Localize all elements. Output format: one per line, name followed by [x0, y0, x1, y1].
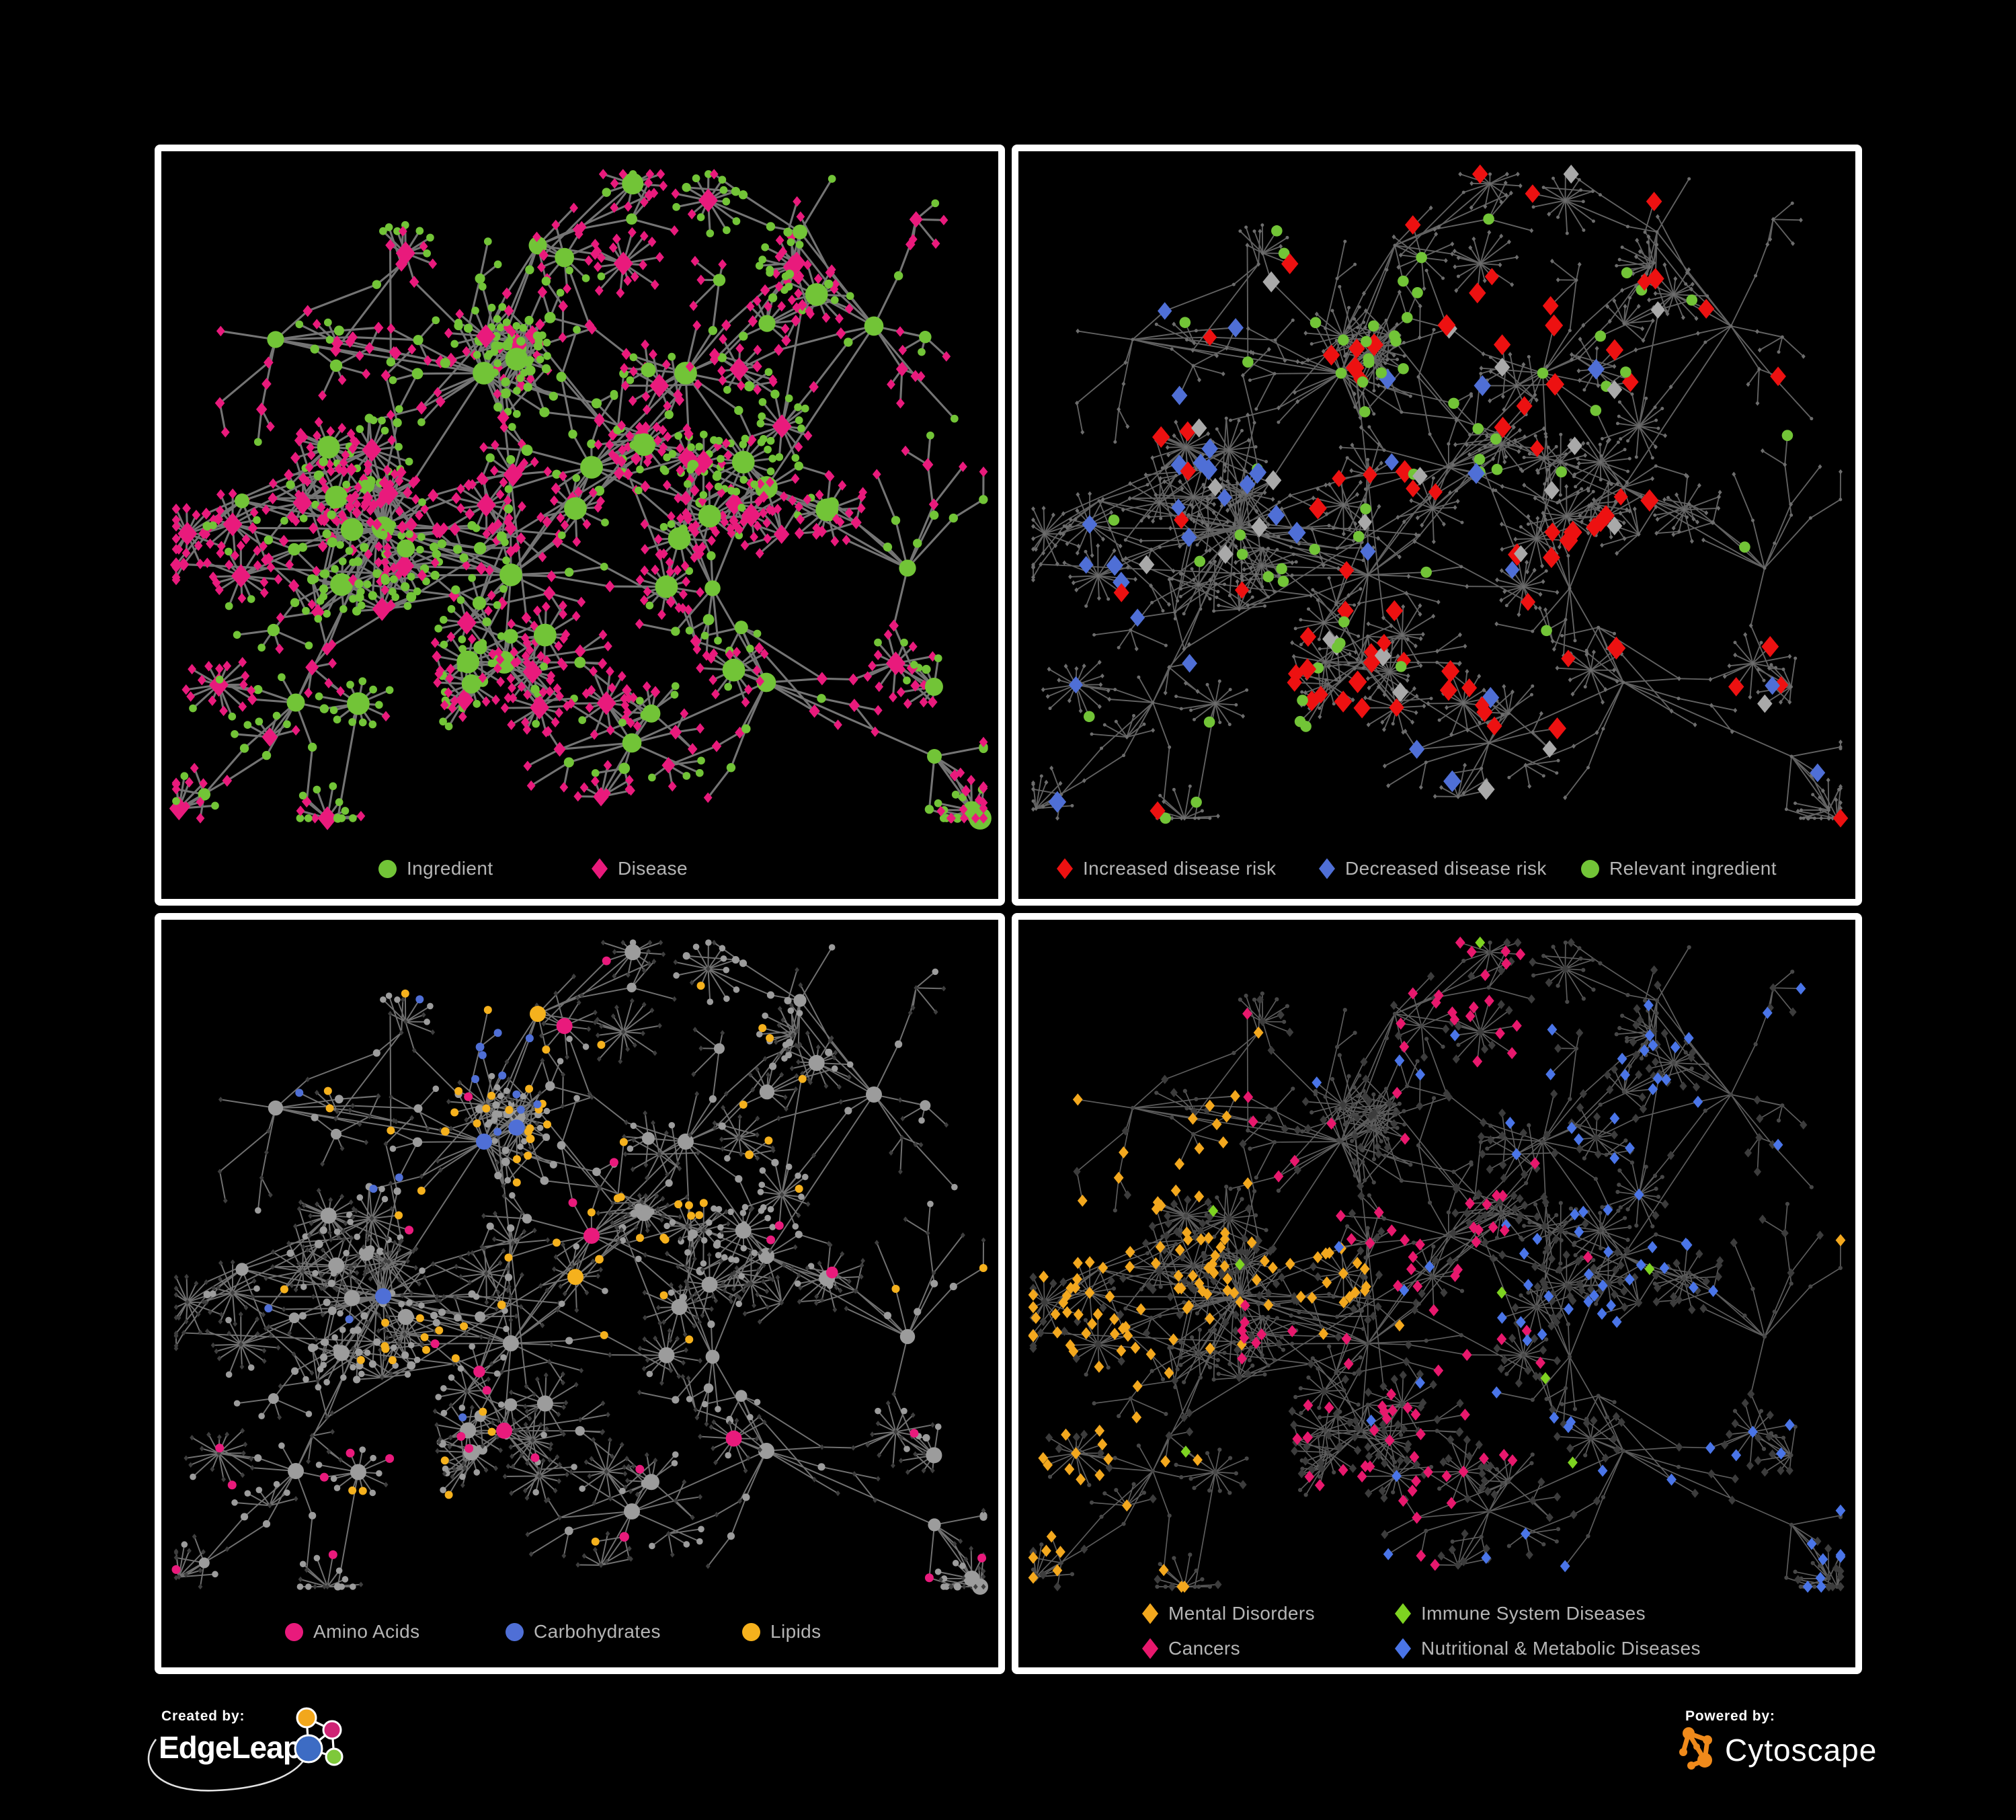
cytoscape-wordmark: Cytoscape — [1725, 1733, 1878, 1768]
network-graph-ingredient-classes — [171, 939, 988, 1595]
powered-by-label: Powered by: — [1685, 1708, 1775, 1724]
cytoscape-logo-icon — [1679, 1727, 1712, 1770]
network-graph-ingredients-diseases — [169, 169, 992, 830]
edgeleap-logo — [294, 1707, 344, 1766]
network-graph-disease-risk — [1031, 164, 1849, 828]
network-graph-disease-categories — [1028, 936, 1846, 1593]
network-panel-ingredients-diseases: Ingredient Disease — [155, 145, 1005, 906]
edgeleap-swoosh — [147, 1739, 307, 1792]
network-panel-disease-categories: Mental Disorders Immune System Diseases Ca… — [1012, 913, 1862, 1674]
network-panel-disease-risk: Increased disease risk Decreased disease … — [1012, 145, 1862, 906]
network-panel-ingredient-classes: Amino Acids Carbohydrates Lipids — [155, 913, 1005, 1674]
created-by-label: Created by: — [161, 1708, 245, 1724]
edgeleap-wordmark: EdgeLeap — [159, 1730, 302, 1765]
